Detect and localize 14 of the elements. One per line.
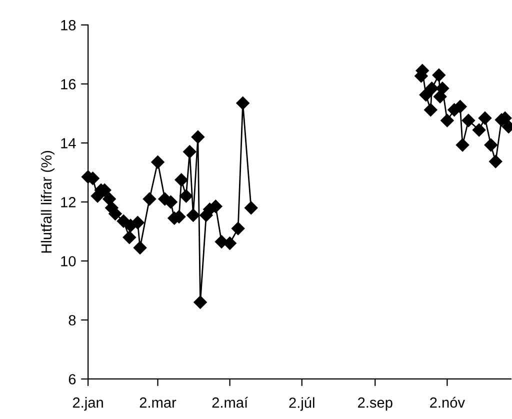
x-tick-label: 2.maí bbox=[212, 396, 248, 408]
x-tick-label: 2.sep bbox=[358, 397, 392, 411]
x-tick-label: 2.júl bbox=[289, 397, 314, 411]
y-tick-label: 14 bbox=[61, 138, 76, 148]
y-tick-label: 8 bbox=[68, 315, 76, 326]
x-tick-label: 2.nóv bbox=[430, 396, 465, 408]
y-tick-label: 6 bbox=[68, 374, 76, 384]
y-tick-label: 12 bbox=[61, 197, 76, 208]
x-tick-label: 2.mar bbox=[140, 397, 176, 408]
y-tick-label: 16 bbox=[61, 79, 76, 90]
x-tick-label: 2.jan bbox=[72, 397, 103, 411]
y-axis-title: Hlutfall lifrar (%) bbox=[40, 151, 54, 253]
y-tick-label: 18 bbox=[61, 20, 76, 30]
y-tick-label: 10 bbox=[61, 256, 76, 266]
